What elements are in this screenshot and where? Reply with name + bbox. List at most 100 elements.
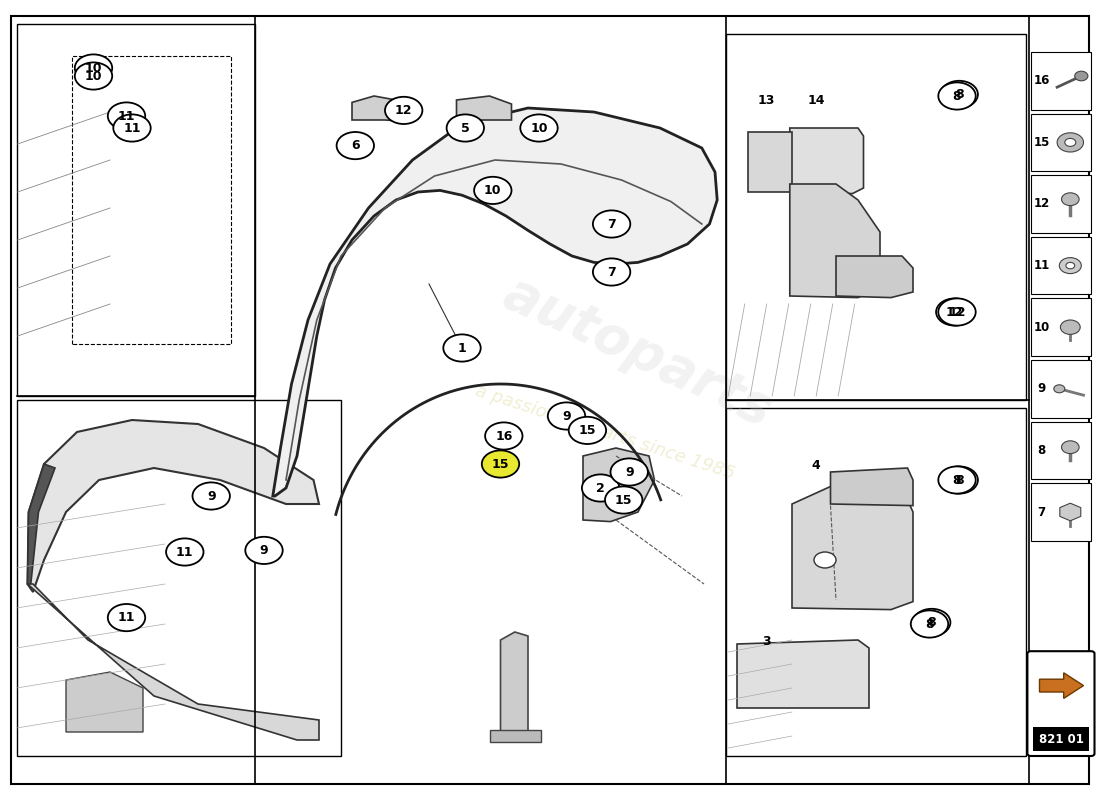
Bar [16, 24, 255, 396]
Text: 15: 15 [492, 458, 509, 470]
Circle shape [108, 102, 145, 130]
Text: 8: 8 [953, 474, 961, 486]
Text: 10: 10 [85, 62, 102, 74]
Text: 7: 7 [607, 218, 616, 230]
Polygon shape [836, 256, 913, 298]
Circle shape [443, 334, 481, 362]
Polygon shape [66, 672, 143, 732]
Text: 15: 15 [615, 494, 632, 506]
Circle shape [940, 466, 978, 494]
Polygon shape [748, 132, 792, 192]
Bar [1033, 727, 1089, 751]
Text: 9: 9 [625, 466, 634, 478]
Text: 10: 10 [530, 122, 548, 134]
Text: 10: 10 [1034, 321, 1049, 334]
Circle shape [940, 81, 978, 108]
Bar [1031, 422, 1091, 479]
Bar [1031, 114, 1091, 171]
Circle shape [1075, 71, 1088, 81]
Polygon shape [28, 420, 319, 592]
Circle shape [113, 114, 151, 142]
Circle shape [245, 537, 283, 564]
Bar [1031, 483, 1091, 541]
Text: 14: 14 [807, 94, 825, 106]
Text: 15: 15 [1034, 136, 1049, 149]
Text: 821 01: 821 01 [1038, 733, 1084, 746]
Circle shape [1060, 320, 1080, 334]
Circle shape [1066, 262, 1075, 269]
Text: 6: 6 [351, 139, 360, 152]
Text: 9: 9 [260, 544, 268, 557]
Text: 8: 8 [955, 88, 964, 101]
Text: 12: 12 [1034, 198, 1049, 210]
Circle shape [938, 82, 976, 110]
Circle shape [938, 298, 976, 326]
Text: 12: 12 [948, 306, 966, 318]
Polygon shape [830, 468, 913, 506]
Text: 7: 7 [607, 266, 616, 278]
Circle shape [1057, 133, 1084, 152]
Text: 11: 11 [118, 611, 135, 624]
Polygon shape [273, 108, 717, 496]
Polygon shape [792, 484, 913, 610]
Text: 7: 7 [1037, 506, 1046, 518]
Text: 16: 16 [1034, 74, 1049, 87]
Circle shape [913, 609, 950, 636]
Text: 9: 9 [207, 490, 216, 502]
Circle shape [569, 417, 606, 444]
Bar [1031, 298, 1091, 356]
Text: 5: 5 [461, 122, 470, 134]
Text: 8: 8 [927, 616, 936, 629]
Text: 12: 12 [395, 104, 412, 117]
Text: 10: 10 [85, 70, 102, 82]
Polygon shape [500, 632, 528, 734]
Circle shape [108, 604, 145, 631]
Circle shape [548, 402, 585, 430]
Text: 2: 2 [596, 482, 605, 494]
Circle shape [447, 114, 484, 142]
Circle shape [520, 114, 558, 142]
Bar [1031, 360, 1091, 418]
Circle shape [1065, 138, 1076, 146]
Circle shape [75, 54, 112, 82]
Circle shape [474, 177, 512, 204]
Text: 9: 9 [1037, 382, 1046, 395]
Polygon shape [456, 96, 512, 120]
Text: a passion for parts since 1985: a passion for parts since 1985 [473, 382, 737, 482]
Circle shape [593, 258, 630, 286]
Circle shape [192, 482, 230, 510]
Bar [726, 34, 1026, 400]
Text: 11: 11 [1034, 259, 1049, 272]
Text: 12: 12 [946, 306, 964, 318]
Bar [726, 408, 1026, 756]
Polygon shape [352, 96, 412, 122]
Bar [1031, 237, 1091, 294]
Circle shape [582, 474, 619, 502]
Polygon shape [790, 128, 864, 194]
Circle shape [1059, 258, 1081, 274]
Circle shape [482, 450, 519, 478]
Text: 11: 11 [123, 122, 141, 134]
Polygon shape [1059, 503, 1081, 521]
Circle shape [75, 62, 112, 90]
Bar [1031, 175, 1091, 233]
Text: 4: 4 [812, 459, 821, 472]
Text: autoparts: autoparts [495, 267, 781, 437]
Circle shape [337, 132, 374, 159]
Circle shape [166, 538, 204, 566]
Text: 8: 8 [1037, 444, 1046, 457]
Text: 10: 10 [484, 184, 502, 197]
Text: 8: 8 [925, 618, 934, 630]
Circle shape [605, 486, 642, 514]
Circle shape [1062, 193, 1079, 206]
Polygon shape [1040, 673, 1084, 698]
Circle shape [1054, 385, 1065, 393]
Text: 1: 1 [458, 342, 466, 354]
Text: 16: 16 [495, 430, 513, 442]
FancyBboxPatch shape [1027, 651, 1094, 756]
Text: 11: 11 [176, 546, 194, 558]
Polygon shape [790, 184, 880, 298]
Circle shape [911, 610, 948, 638]
Polygon shape [737, 640, 869, 708]
Polygon shape [490, 730, 541, 742]
